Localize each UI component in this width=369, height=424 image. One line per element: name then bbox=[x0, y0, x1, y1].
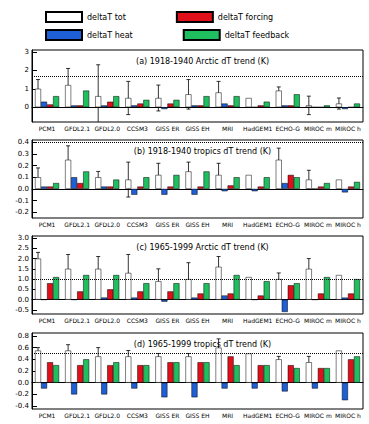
svg-text:3.0: 3.0 bbox=[18, 234, 29, 242]
svg-text:deltaT forcing: deltaT forcing bbox=[218, 13, 273, 22]
svg-text:0.6: 0.6 bbox=[18, 344, 30, 352]
svg-text:-0.5: -0.5 bbox=[15, 306, 29, 314]
svg-text:deltaT heat: deltaT heat bbox=[87, 31, 133, 40]
svg-text:GFDL2.0: GFDL2.0 bbox=[94, 412, 120, 419]
svg-text:2.0: 2.0 bbox=[18, 255, 29, 263]
svg-text:MRI: MRI bbox=[222, 221, 233, 228]
svg-text:deltaT tot: deltaT tot bbox=[87, 13, 126, 22]
svg-text:GISS EH: GISS EH bbox=[185, 317, 209, 324]
svg-text:GISS ER: GISS ER bbox=[155, 125, 179, 132]
svg-text:MRI: MRI bbox=[222, 125, 233, 132]
svg-text:CCSM3: CCSM3 bbox=[127, 125, 148, 132]
svg-text:GFDL2.1: GFDL2.1 bbox=[64, 125, 90, 132]
svg-text:MRI: MRI bbox=[222, 412, 233, 419]
svg-text:1.5: 1.5 bbox=[18, 265, 29, 273]
svg-text:HadGEM1: HadGEM1 bbox=[243, 412, 273, 419]
svg-text:HadGEM1: HadGEM1 bbox=[243, 125, 273, 132]
svg-text:0: 0 bbox=[25, 103, 29, 111]
svg-text:MRI: MRI bbox=[222, 317, 233, 324]
svg-text:2.5: 2.5 bbox=[18, 244, 29, 252]
svg-text:GFDL2.1: GFDL2.1 bbox=[64, 412, 90, 419]
svg-text:-0.4: -0.4 bbox=[15, 402, 29, 410]
svg-text:(b) 1918-1940 tropics dT trend: (b) 1918-1940 tropics dT trend (K) bbox=[134, 147, 271, 156]
svg-text:-0.2: -0.2 bbox=[15, 390, 29, 398]
svg-text:GISS ER: GISS ER bbox=[155, 412, 179, 419]
svg-text:0.5: 0.5 bbox=[18, 285, 29, 293]
svg-text:0.8: 0.8 bbox=[18, 332, 29, 340]
svg-text:PCM1: PCM1 bbox=[39, 317, 56, 324]
svg-text:HadGEM1: HadGEM1 bbox=[243, 317, 273, 324]
svg-text:GISS ER: GISS ER bbox=[155, 221, 179, 228]
svg-text:-0.2: -0.2 bbox=[15, 208, 29, 216]
svg-text:PCM1: PCM1 bbox=[39, 221, 56, 228]
svg-text:-0.1: -0.1 bbox=[15, 197, 29, 205]
svg-text:CCSM3: CCSM3 bbox=[127, 221, 148, 228]
svg-text:GISS EH: GISS EH bbox=[185, 125, 209, 132]
svg-text:3: 3 bbox=[25, 48, 29, 56]
svg-text:GFDL2.0: GFDL2.0 bbox=[94, 221, 120, 228]
svg-text:0.4: 0.4 bbox=[18, 138, 30, 146]
svg-text:0.2: 0.2 bbox=[18, 367, 29, 375]
svg-text:PCM1: PCM1 bbox=[39, 412, 56, 419]
svg-text:1.0: 1.0 bbox=[18, 275, 29, 283]
svg-text:GFDL2.1: GFDL2.1 bbox=[64, 221, 90, 228]
svg-text:MIROC m: MIROC m bbox=[304, 412, 332, 419]
svg-text:0.2: 0.2 bbox=[18, 162, 29, 170]
svg-text:(a) 1918-1940 Arctic dT trend: (a) 1918-1940 Arctic dT trend (K) bbox=[136, 57, 269, 66]
svg-text:ECHO-G: ECHO-G bbox=[276, 125, 301, 132]
svg-text:MIROC m: MIROC m bbox=[304, 221, 332, 228]
svg-text:MIROC h: MIROC h bbox=[335, 317, 361, 324]
svg-text:(d) 1965-1999 tropics dT trend: (d) 1965-1999 tropics dT trend (K) bbox=[134, 340, 271, 349]
svg-text:GISS EH: GISS EH bbox=[185, 221, 209, 228]
svg-text:MIROC m: MIROC m bbox=[304, 317, 332, 324]
svg-text:ECHO-G: ECHO-G bbox=[276, 317, 301, 324]
svg-text:GFDL2.1: GFDL2.1 bbox=[64, 317, 90, 324]
svg-text:1: 1 bbox=[25, 85, 29, 93]
svg-text:GFDL2.0: GFDL2.0 bbox=[94, 317, 120, 324]
svg-text:GISS ER: GISS ER bbox=[155, 317, 179, 324]
svg-text:MIROC h: MIROC h bbox=[335, 125, 361, 132]
svg-text:(c) 1965-1999 Arctic dT trend: (c) 1965-1999 Arctic dT trend (K) bbox=[136, 243, 268, 252]
svg-text:0.3: 0.3 bbox=[18, 150, 29, 158]
svg-text:ECHO-G: ECHO-G bbox=[276, 221, 301, 228]
svg-text:CCSM3: CCSM3 bbox=[127, 317, 148, 324]
svg-text:PCM1: PCM1 bbox=[39, 125, 56, 132]
svg-text:deltaT feedback: deltaT feedback bbox=[225, 31, 290, 40]
svg-text:MIROC h: MIROC h bbox=[335, 412, 361, 419]
svg-text:GISS EH: GISS EH bbox=[185, 412, 209, 419]
svg-text:0.1: 0.1 bbox=[18, 173, 29, 181]
svg-text:2: 2 bbox=[25, 66, 29, 74]
svg-text:HadGEM1: HadGEM1 bbox=[243, 221, 273, 228]
svg-text:0.4: 0.4 bbox=[18, 355, 30, 363]
svg-text:0.0: 0.0 bbox=[18, 185, 29, 193]
svg-text:GFDL2.0: GFDL2.0 bbox=[94, 125, 120, 132]
svg-text:MIROC h: MIROC h bbox=[335, 221, 361, 228]
svg-text:ECHO-G: ECHO-G bbox=[276, 412, 301, 419]
svg-text:MIROC m: MIROC m bbox=[304, 125, 332, 132]
svg-text:CCSM3: CCSM3 bbox=[127, 412, 148, 419]
svg-text:0.0: 0.0 bbox=[18, 379, 29, 387]
svg-text:0.0: 0.0 bbox=[18, 296, 29, 304]
